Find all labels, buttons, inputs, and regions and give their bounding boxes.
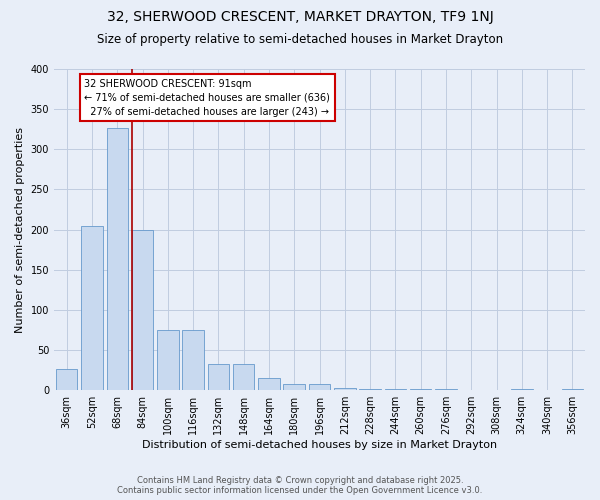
Bar	[283, 384, 305, 390]
Text: 32, SHERWOOD CRESCENT, MARKET DRAYTON, TF9 1NJ: 32, SHERWOOD CRESCENT, MARKET DRAYTON, T…	[107, 10, 493, 24]
Text: Size of property relative to semi-detached houses in Market Drayton: Size of property relative to semi-detach…	[97, 32, 503, 46]
Bar	[562, 388, 583, 390]
Text: 32 SHERWOOD CRESCENT: 91sqm
← 71% of semi-detached houses are smaller (636)
  27: 32 SHERWOOD CRESCENT: 91sqm ← 71% of sem…	[85, 78, 330, 116]
X-axis label: Distribution of semi-detached houses by size in Market Drayton: Distribution of semi-detached houses by …	[142, 440, 497, 450]
Bar	[56, 368, 77, 390]
Bar	[309, 384, 330, 390]
Bar	[359, 388, 381, 390]
Bar	[81, 226, 103, 390]
Bar	[157, 330, 179, 390]
Text: Contains HM Land Registry data © Crown copyright and database right 2025.
Contai: Contains HM Land Registry data © Crown c…	[118, 476, 482, 495]
Bar	[132, 230, 153, 390]
Bar	[258, 378, 280, 390]
Bar	[182, 330, 204, 390]
Bar	[208, 364, 229, 390]
Y-axis label: Number of semi-detached properties: Number of semi-detached properties	[15, 126, 25, 332]
Bar	[107, 128, 128, 390]
Bar	[233, 364, 254, 390]
Bar	[334, 388, 356, 390]
